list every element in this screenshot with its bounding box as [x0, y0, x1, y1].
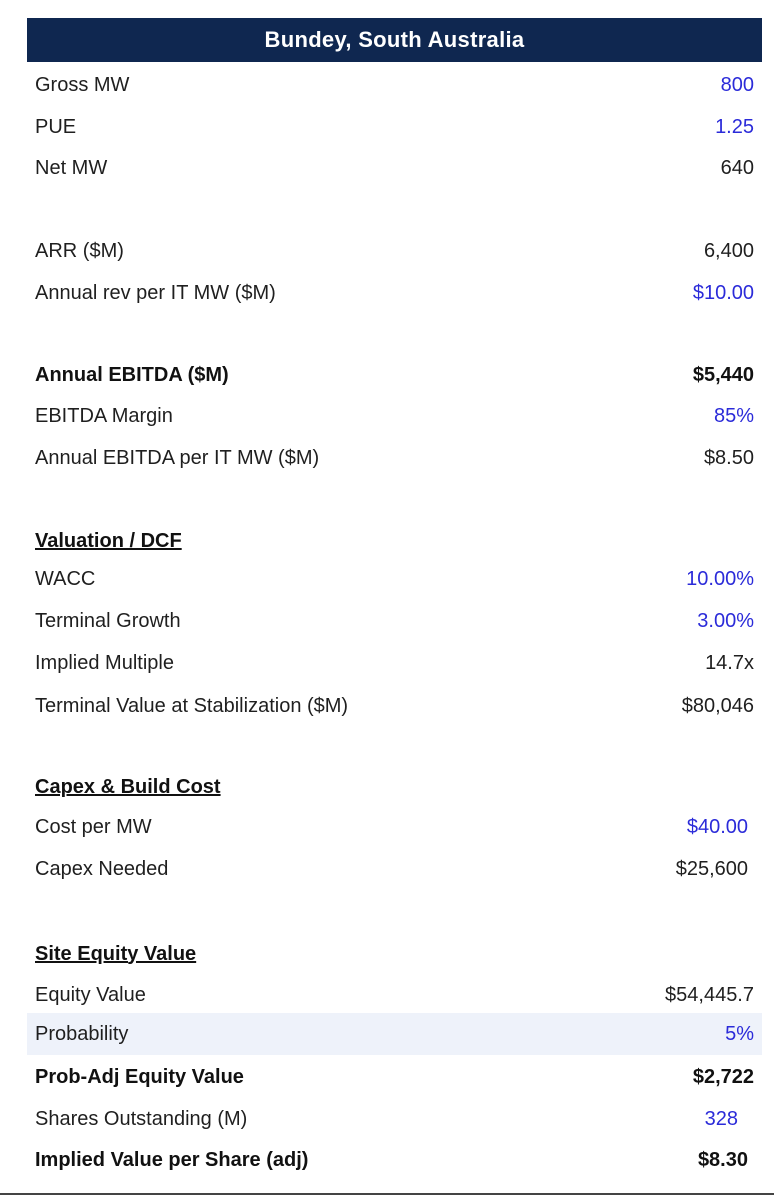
row-label: Annual EBITDA ($M): [35, 363, 229, 386]
row-value[interactable]: $8.30: [697, 1148, 748, 1171]
row-gross-mw[interactable]: Gross MW 800: [27, 64, 762, 106]
row-terminal-value[interactable]: Terminal Value at Stabilization ($M) $80…: [27, 685, 762, 727]
row-annual-rev-per-mw[interactable]: Annual rev per IT MW ($M) $10.00: [27, 272, 762, 314]
row-pue[interactable]: PUE 1.25: [27, 106, 762, 148]
row-label: Net MW: [35, 156, 108, 179]
row-net-mw[interactable]: Net MW 640: [27, 147, 762, 189]
row-annual-ebitda[interactable]: Annual EBITDA ($M) $5,440: [27, 354, 762, 396]
row-label: Gross MW: [35, 73, 130, 96]
section-capex: Capex & Build Cost: [27, 766, 762, 808]
row-label: ARR ($M): [35, 239, 124, 262]
row-probability[interactable]: Probability 5%: [27, 1013, 762, 1055]
row-value[interactable]: $2,722: [692, 1065, 754, 1088]
row-label: Terminal Growth: [35, 609, 181, 632]
row-label: Implied Value per Share (adj): [35, 1148, 309, 1171]
row-cost-per-mw[interactable]: Cost per MW $40.00: [27, 806, 762, 848]
row-ebitda-margin[interactable]: EBITDA Margin 85%: [27, 395, 762, 437]
section-valuation-dcf: Valuation / DCF: [27, 520, 762, 562]
row-value[interactable]: 328: [704, 1107, 738, 1130]
row-value[interactable]: 14.7x: [705, 651, 754, 674]
row-value[interactable]: $40.00: [686, 815, 748, 838]
row-label: Annual EBITDA per IT MW ($M): [35, 446, 320, 469]
row-value[interactable]: $10.00: [692, 281, 754, 304]
row-label: Cost per MW: [35, 815, 152, 838]
row-ebitda-per-mw[interactable]: Annual EBITDA per IT MW ($M) $8.50: [27, 437, 762, 479]
site-title-header: Bundey, South Australia: [27, 18, 762, 62]
row-value[interactable]: 5%: [725, 1022, 754, 1045]
row-label: Annual rev per IT MW ($M): [35, 281, 276, 304]
row-label: EBITDA Margin: [35, 404, 173, 427]
row-value[interactable]: 3.00%: [697, 609, 754, 632]
row-label: Terminal Value at Stabilization ($M): [35, 694, 349, 717]
row-label: PUE: [35, 115, 77, 138]
row-value[interactable]: 6,400: [703, 239, 754, 262]
row-value[interactable]: $8.50: [703, 446, 754, 469]
row-label: Capex Needed: [35, 857, 169, 880]
section-heading: Capex & Build Cost: [35, 775, 221, 798]
row-value[interactable]: 800: [720, 73, 754, 96]
row-label: Shares Outstanding (M): [35, 1107, 248, 1130]
row-capex-needed[interactable]: Capex Needed $25,600: [27, 848, 762, 890]
row-value[interactable]: 1.25: [715, 115, 754, 138]
row-implied-multiple[interactable]: Implied Multiple 14.7x: [27, 642, 762, 684]
row-equity-value[interactable]: Equity Value $54,445.7: [27, 974, 762, 1016]
row-value[interactable]: 85%: [713, 404, 754, 427]
section-heading: Site Equity Value: [35, 942, 197, 965]
row-label: Implied Multiple: [35, 651, 174, 674]
row-value[interactable]: $5,440: [692, 363, 754, 386]
row-value[interactable]: 10.00%: [686, 567, 754, 590]
row-value[interactable]: $54,445.7: [665, 983, 754, 1006]
row-implied-value-per-share[interactable]: Implied Value per Share (adj) $8.30: [27, 1139, 762, 1181]
row-label: Equity Value: [35, 983, 146, 1006]
row-label: WACC: [35, 567, 96, 590]
bottom-border: [0, 1193, 774, 1195]
row-label: Probability: [35, 1022, 129, 1045]
row-value[interactable]: 640: [720, 156, 754, 179]
row-value[interactable]: $25,600: [675, 857, 748, 880]
section-site-equity: Site Equity Value: [27, 933, 762, 975]
row-arr[interactable]: ARR ($M) 6,400: [27, 230, 762, 272]
row-label: Prob-Adj Equity Value: [35, 1065, 244, 1088]
row-terminal-growth[interactable]: Terminal Growth 3.00%: [27, 600, 762, 642]
section-heading: Valuation / DCF: [35, 529, 182, 552]
row-shares-outstanding[interactable]: Shares Outstanding (M) 328: [27, 1098, 762, 1140]
row-wacc[interactable]: WACC 10.00%: [27, 558, 762, 600]
row-prob-adj-equity[interactable]: Prob-Adj Equity Value $2,722: [27, 1056, 762, 1098]
row-value[interactable]: $80,046: [681, 694, 754, 717]
